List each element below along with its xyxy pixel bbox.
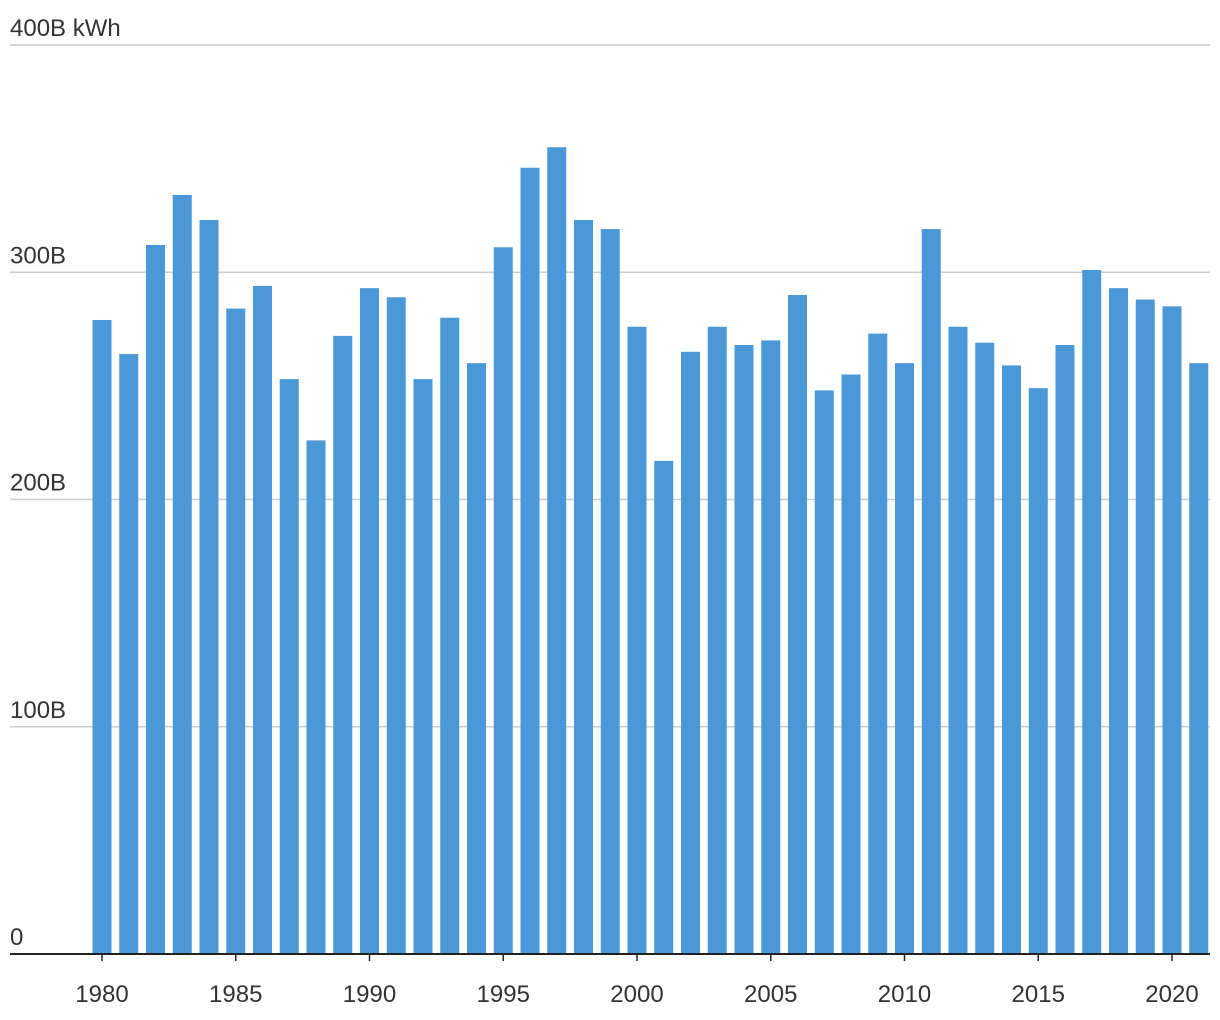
bar-1986 — [253, 285, 272, 954]
y-tick-label: 400B kWh — [10, 15, 121, 42]
bar-1989 — [333, 335, 353, 954]
x-tick-label: 2000 — [610, 981, 663, 1008]
x-tick-label: 2020 — [1145, 981, 1198, 1008]
bar-2019 — [1135, 299, 1155, 954]
bar-2011 — [921, 229, 941, 954]
bars — [92, 147, 1209, 955]
bar-2006 — [788, 294, 807, 955]
bar-1988 — [306, 440, 326, 954]
bar-1981 — [119, 354, 139, 954]
bar-2012 — [948, 326, 968, 954]
x-tick-label: 1995 — [477, 981, 530, 1008]
bar-2021 — [1189, 363, 1209, 954]
y-tick-label: 0 — [10, 924, 23, 951]
x-tick-label: 2010 — [878, 981, 931, 1008]
bar-2004 — [734, 344, 754, 955]
bar-1993 — [440, 317, 460, 954]
bar-1991 — [386, 297, 406, 954]
bar-2020 — [1162, 306, 1182, 955]
bar-2002 — [681, 351, 700, 954]
x-tick-label: 2005 — [744, 981, 797, 1008]
bar-1996 — [520, 167, 540, 955]
bar-2005 — [761, 340, 781, 954]
bar-1982 — [146, 244, 165, 955]
x-axis: 1980 1985 1990 1995 2000 2005 2010 2015 2020 — [75, 954, 1199, 1008]
bar-1994 — [467, 363, 486, 954]
bar-2015 — [1028, 388, 1048, 954]
bar-2010 — [895, 363, 914, 954]
x-tick-label: 1990 — [343, 981, 396, 1008]
bar-1983 — [172, 194, 192, 955]
bar-1998 — [574, 219, 593, 955]
bar-2017 — [1082, 269, 1102, 955]
y-tick-label: 100B — [10, 697, 66, 724]
x-tick-label: 1980 — [75, 981, 128, 1008]
bar-1992 — [413, 379, 433, 954]
bar-1999 — [600, 229, 620, 954]
y-tick-label: 200B — [10, 470, 66, 497]
bar-1987 — [279, 379, 299, 954]
x-tick-label: 1985 — [209, 981, 262, 1008]
bar-2000 — [627, 326, 647, 954]
bar-2016 — [1055, 344, 1075, 955]
bar-2001 — [654, 460, 674, 954]
bar-1997 — [547, 147, 567, 954]
bar-1990 — [360, 288, 379, 954]
bar-2009 — [868, 333, 888, 954]
y-axis: 0 100B 200B 300B 400B kWh — [10, 15, 121, 951]
bar-1984 — [199, 219, 219, 955]
bar-2007 — [814, 390, 834, 954]
bar-1980 — [92, 319, 112, 955]
bar-2003 — [707, 326, 727, 954]
y-tick-label: 300B — [10, 242, 66, 269]
bar-2013 — [975, 342, 995, 954]
bar-2014 — [1002, 365, 1021, 954]
x-tick-label: 2015 — [1012, 981, 1065, 1008]
bar-2008 — [841, 374, 861, 954]
bar-2018 — [1109, 288, 1128, 954]
bar-1985 — [226, 308, 246, 954]
bar-1995 — [493, 247, 513, 954]
